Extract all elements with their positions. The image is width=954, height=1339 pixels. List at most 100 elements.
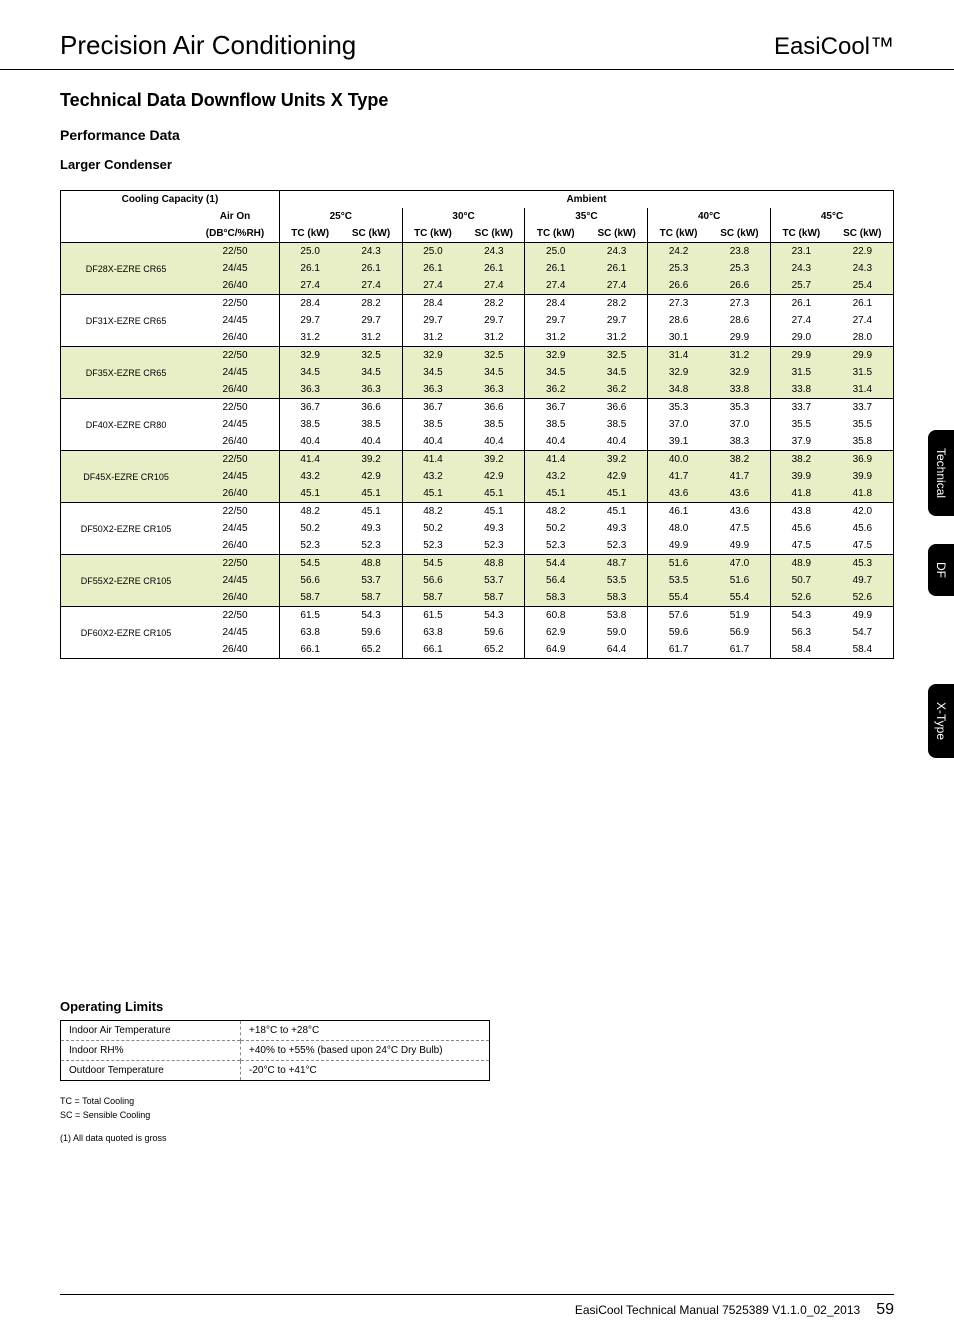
footnotes: TC = Total Cooling SC = Sensible Cooling… [60,1095,894,1146]
value-cell: 36.9 [832,451,894,469]
value-cell: 26.1 [771,295,832,313]
value-cell: 50.2 [525,520,586,537]
model-cell-empty [61,433,192,451]
ambient-45: 45°C [771,208,894,225]
model-cell-empty [61,329,192,347]
value-cell: 54.3 [463,607,525,625]
value-cell: 52.6 [771,589,832,607]
value-cell: 25.3 [709,260,771,277]
tc-40: TC (kW) [648,225,709,243]
model-cell: DF50X2-EZRE CR105 [61,520,192,537]
value-cell: 35.3 [709,399,771,417]
header-left: Precision Air Conditioning [60,30,356,61]
header-right: EasiCool™ [774,33,894,61]
value-cell: 29.7 [586,312,648,329]
value-cell: 36.6 [463,399,525,417]
value-cell: 45.6 [832,520,894,537]
value-cell: 40.4 [340,433,402,451]
value-cell: 40.4 [279,433,340,451]
value-cell: 52.6 [832,589,894,607]
value-cell: 58.7 [402,589,463,607]
air-on-cell: 24/45 [191,312,279,329]
value-cell: 31.2 [402,329,463,347]
value-cell: 27.4 [279,277,340,295]
value-cell: 29.7 [279,312,340,329]
value-cell: 39.2 [586,451,648,469]
value-cell: 32.5 [340,347,402,365]
value-cell: 36.6 [586,399,648,417]
value-cell: 25.0 [279,243,340,261]
value-cell: 59.6 [340,624,402,641]
table-row: 22/5061.554.361.554.360.853.857.651.954.… [61,607,894,625]
side-tab-df: DF [928,544,954,596]
ambient-40: 40°C [648,208,771,225]
value-cell: 38.5 [586,416,648,433]
value-cell: 43.6 [709,485,771,503]
value-cell: 28.4 [279,295,340,313]
value-cell: 52.3 [586,537,648,555]
value-cell: 47.0 [709,555,771,573]
table-row: 22/5036.736.636.736.636.736.635.335.333.… [61,399,894,417]
value-cell: 30.1 [648,329,709,347]
table-row: 22/5048.245.148.245.148.245.146.143.643.… [61,503,894,521]
value-cell: 52.3 [525,537,586,555]
value-cell: 40.4 [525,433,586,451]
section-title: Technical Data Downflow Units X Type [60,90,894,111]
value-cell: 49.3 [463,520,525,537]
value-cell: 36.7 [279,399,340,417]
value-cell: 29.7 [402,312,463,329]
tc-35: TC (kW) [525,225,586,243]
op-value: -20°C to +41°C [241,1061,490,1081]
table-row: 26/4031.231.231.231.231.231.230.129.929.… [61,329,894,347]
value-cell: 37.0 [709,416,771,433]
value-cell: 48.8 [463,555,525,573]
value-cell: 28.2 [340,295,402,313]
model-cell-empty [61,243,192,261]
model-cell-empty [61,589,192,607]
value-cell: 48.0 [648,520,709,537]
value-cell: 53.5 [648,572,709,589]
value-cell: 66.1 [402,641,463,659]
model-cell-empty [61,607,192,625]
value-cell: 50.7 [771,572,832,589]
value-cell: 25.0 [525,243,586,261]
value-cell: 54.3 [340,607,402,625]
value-cell: 60.8 [525,607,586,625]
value-cell: 41.4 [402,451,463,469]
value-cell: 39.9 [771,468,832,485]
value-cell: 39.9 [832,468,894,485]
value-cell: 45.1 [279,485,340,503]
value-cell: 36.7 [525,399,586,417]
performance-title: Performance Data [60,127,894,143]
value-cell: 51.6 [709,572,771,589]
value-cell: 36.2 [586,381,648,399]
model-cell: DF45X-EZRE CR105 [61,468,192,485]
value-cell: 26.6 [648,277,709,295]
value-cell: 28.6 [648,312,709,329]
ambient-30: 30°C [402,208,525,225]
value-cell: 53.5 [586,572,648,589]
value-cell: 29.7 [525,312,586,329]
value-cell: 29.9 [709,329,771,347]
value-cell: 32.9 [648,364,709,381]
tc-45: TC (kW) [771,225,832,243]
performance-table: Cooling Capacity (1) Ambient Air On 25°C… [60,190,894,659]
value-cell: 40.4 [402,433,463,451]
sc-35: SC (kW) [586,225,648,243]
table-row: DF40X-EZRE CR8024/4538.538.538.538.538.5… [61,416,894,433]
value-cell: 35.5 [771,416,832,433]
value-cell: 52.3 [463,537,525,555]
model-cell-empty [61,503,192,521]
value-cell: 25.0 [402,243,463,261]
value-cell: 27.4 [340,277,402,295]
value-cell: 40.4 [586,433,648,451]
value-cell: 41.7 [648,468,709,485]
value-cell: 37.9 [771,433,832,451]
tc-25: TC (kW) [279,225,340,243]
air-on-cell: 22/50 [191,503,279,521]
value-cell: 24.3 [832,260,894,277]
air-on-unit: (DB°C/%RH) [191,225,279,243]
model-cell-empty [61,537,192,555]
air-on-cell: 22/50 [191,607,279,625]
value-cell: 54.3 [771,607,832,625]
